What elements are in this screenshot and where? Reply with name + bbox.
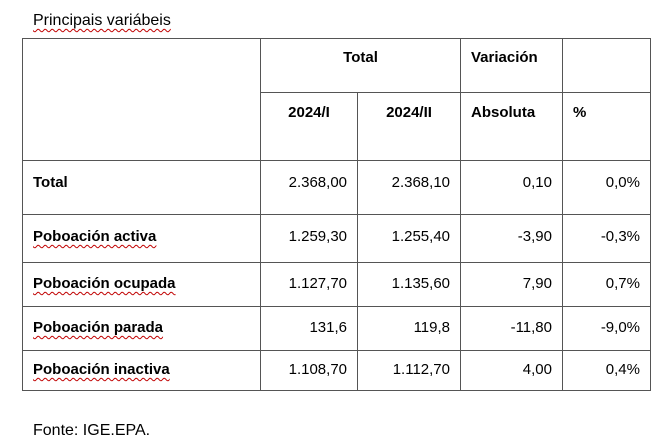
table-row: Poboación activa 1.259,30 1.255,40 -3,90 -0,… <box>22 214 651 263</box>
header-cell: 2024/II <box>357 92 461 161</box>
value-cell: 0,10 <box>460 160 563 215</box>
header-cell: % <box>562 92 651 161</box>
row-label: Poboación ocupada <box>22 262 261 307</box>
value-cell: 2.368,00 <box>260 160 358 215</box>
row-label: Poboación inactiva <box>22 350 261 391</box>
value-cell: -0,3% <box>562 214 651 263</box>
row-label-text: Poboación activa <box>33 228 157 245</box>
value-cell: -9,0% <box>562 306 651 351</box>
header-cell <box>562 38 651 93</box>
value-cell: -11,80 <box>460 306 563 351</box>
row-label: Poboación parada <box>22 306 261 351</box>
header-cell: Variación <box>460 38 563 93</box>
value-cell: 1.259,30 <box>260 214 358 263</box>
data-table: Total Variación 2024/I 2024/II Absoluta … <box>22 38 651 391</box>
value-cell: 7,90 <box>460 262 563 307</box>
table-row: Poboación inactiva 1.108,70 1.112,70 4,00 0,… <box>22 350 651 391</box>
source: Fonte: IGE.EPA. <box>33 422 151 439</box>
row-label-text: Poboación parada <box>33 319 164 336</box>
header-cell: Total <box>260 38 461 93</box>
table-row: Poboación ocupada 1.127,70 1.135,60 7,90 0,7… <box>22 262 651 307</box>
value-cell: 1.112,70 <box>357 350 461 391</box>
header-cell: Absoluta <box>460 92 563 161</box>
header-cell <box>22 38 261 161</box>
value-cell: 119,8 <box>357 306 461 351</box>
value-cell: 1.108,70 <box>260 350 358 391</box>
value-cell: 1.255,40 <box>357 214 461 263</box>
value-cell: -3,90 <box>460 214 563 263</box>
row-label-text: Poboación ocupada <box>33 275 176 292</box>
value-cell: 4,00 <box>460 350 563 391</box>
row-label-text: Poboación inactiva <box>33 361 170 378</box>
title: Principais variábeis <box>33 12 171 29</box>
value-cell: 0,7% <box>562 262 651 307</box>
value-cell: 0,0% <box>562 160 651 215</box>
table-row: Poboación parada 131,6 119,8 -11,80 -9,0% <box>22 306 651 351</box>
row-label: Total <box>22 160 261 215</box>
value-cell: 1.127,70 <box>260 262 358 307</box>
value-cell: 1.135,60 <box>357 262 461 307</box>
row-label-text: Total <box>33 174 68 191</box>
value-cell: 2.368,10 <box>357 160 461 215</box>
row-label: Poboación activa <box>22 214 261 263</box>
value-cell: 0,4% <box>562 350 651 391</box>
header-cell: 2024/I <box>260 92 358 161</box>
header-row: Total Variación <box>22 38 651 161</box>
header-row: 2024/I 2024/II Absoluta % <box>23 92 651 161</box>
value-cell: 131,6 <box>260 306 358 351</box>
table-row: Total 2.368,00 2.368,10 0,10 0,0% <box>22 160 651 215</box>
